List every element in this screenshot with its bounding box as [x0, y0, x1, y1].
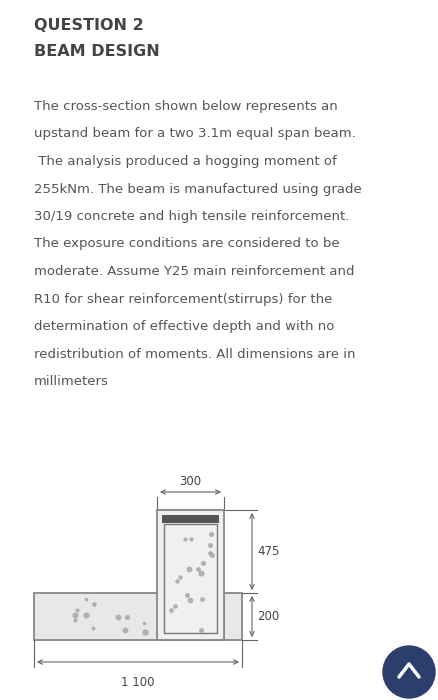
- Text: 300: 300: [179, 475, 201, 488]
- Text: upstand beam for a two 3.1m equal span beam.: upstand beam for a two 3.1m equal span b…: [34, 127, 355, 141]
- Bar: [223, 593, 241, 640]
- Text: 30/19 concrete and high tensile reinforcement.: 30/19 concrete and high tensile reinforc…: [34, 210, 349, 223]
- Text: The exposure conditions are considered to be: The exposure conditions are considered t…: [34, 237, 339, 251]
- Circle shape: [382, 646, 434, 698]
- Text: The analysis produced a hogging moment of: The analysis produced a hogging moment o…: [34, 155, 336, 168]
- Text: moderate. Assume Y25 main reinforcement and: moderate. Assume Y25 main reinforcement …: [34, 265, 354, 278]
- Text: 1 100: 1 100: [121, 676, 155, 689]
- Bar: [162, 515, 219, 523]
- Text: The cross-section shown below represents an: The cross-section shown below represents…: [34, 100, 337, 113]
- Bar: [157, 510, 223, 640]
- Text: 200: 200: [256, 610, 279, 623]
- Text: determination of effective depth and with no: determination of effective depth and wit…: [34, 320, 334, 333]
- Bar: [34, 593, 223, 640]
- Text: BEAM DESIGN: BEAM DESIGN: [34, 44, 159, 59]
- Text: redistribution of moments. All dimensions are in: redistribution of moments. All dimension…: [34, 347, 355, 360]
- Bar: [164, 524, 216, 633]
- Text: R10 for shear reinforcement(stirrups) for the: R10 for shear reinforcement(stirrups) fo…: [34, 293, 332, 305]
- Text: QUESTION 2: QUESTION 2: [34, 18, 143, 33]
- Text: 255kNm. The beam is manufactured using grade: 255kNm. The beam is manufactured using g…: [34, 183, 361, 195]
- Text: millimeters: millimeters: [34, 375, 109, 388]
- Text: 475: 475: [256, 545, 279, 558]
